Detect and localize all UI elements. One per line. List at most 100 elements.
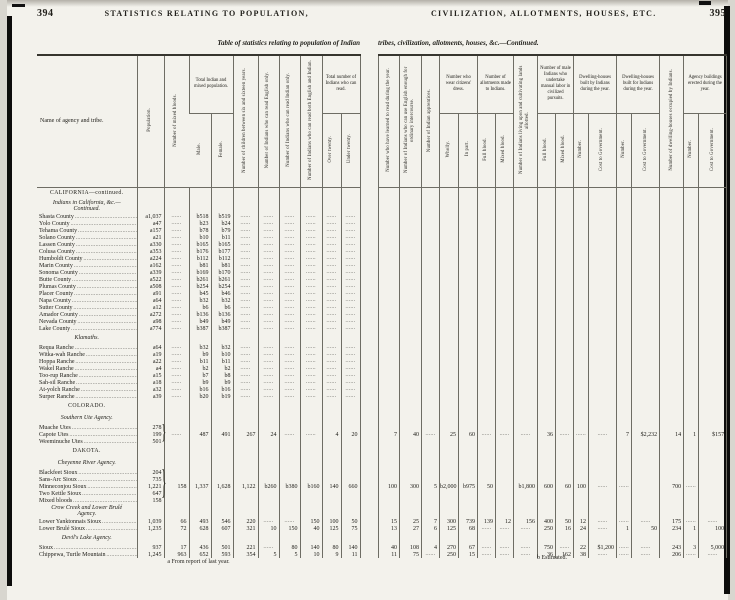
col-built-for-group: Dwelling-houses built for Indians during… xyxy=(616,55,660,114)
table-cell xyxy=(616,290,632,297)
table-cell: 140 xyxy=(299,544,322,551)
table-cell: ...... xyxy=(163,393,189,400)
table-cell xyxy=(278,504,300,518)
table-cell: ...... xyxy=(340,241,360,248)
table-cell xyxy=(683,297,699,304)
table-cell xyxy=(257,532,279,544)
table-cell xyxy=(136,532,164,544)
table-cell: 10 xyxy=(257,525,279,532)
table-cell xyxy=(378,318,400,325)
table-cell xyxy=(573,372,589,379)
table-cell xyxy=(439,497,459,504)
table-cell xyxy=(477,438,496,445)
table-cell xyxy=(588,379,617,386)
table-cell xyxy=(399,297,422,304)
table-cell: ...... xyxy=(278,297,300,304)
table-cell: 250 xyxy=(537,525,556,532)
table-cell xyxy=(136,400,164,412)
table-cell xyxy=(698,457,727,469)
table-cell xyxy=(631,469,660,476)
table-cell xyxy=(399,227,422,234)
table-cell xyxy=(495,532,514,544)
table-cell xyxy=(616,504,632,518)
table-cell: ...... xyxy=(257,304,279,311)
table-cell xyxy=(555,400,574,412)
table-row: Napa County.............................… xyxy=(37,297,360,304)
table-cell: b10 xyxy=(210,351,233,358)
table-cell xyxy=(439,532,459,544)
table-cell xyxy=(495,424,514,431)
table-cell xyxy=(257,424,279,431)
table-cell: ...... xyxy=(232,344,258,351)
table-cell xyxy=(631,344,660,351)
table-cell: ...... xyxy=(340,290,360,297)
table-cell xyxy=(588,290,617,297)
table-cell: 22 xyxy=(573,544,589,551)
table-cell: ...... xyxy=(321,344,341,351)
table-cell xyxy=(378,213,400,220)
table-cell: ...... xyxy=(299,365,322,372)
table-cell xyxy=(698,424,727,431)
table-cell xyxy=(321,497,341,504)
table-cell: 593 xyxy=(210,551,233,558)
table-cell: b10 xyxy=(188,234,211,241)
table-cell xyxy=(457,325,478,332)
table-cell xyxy=(278,424,300,431)
table-cell xyxy=(555,318,574,325)
table-cell xyxy=(683,457,699,469)
table-cell xyxy=(457,304,478,311)
table-cell xyxy=(659,269,684,276)
table-cell xyxy=(573,255,589,262)
table-cell xyxy=(683,358,699,365)
table-cell xyxy=(631,497,660,504)
table-cell: ...... xyxy=(163,234,189,241)
col-houses-occupied: Number of dwelling-houses occupied by In… xyxy=(659,55,684,188)
table-cell xyxy=(698,241,727,248)
table-cell xyxy=(457,386,478,393)
table-cell xyxy=(378,248,400,255)
table-cell xyxy=(439,365,459,372)
table-cell xyxy=(457,358,478,365)
table-cell xyxy=(321,504,341,518)
table-cell xyxy=(588,255,617,262)
table-cell xyxy=(537,372,556,379)
table-cell xyxy=(421,332,440,344)
table-cell: ...... xyxy=(321,269,341,276)
table-cell xyxy=(659,386,684,393)
table-cell: b46 xyxy=(210,290,233,297)
table-cell: ...... xyxy=(299,372,322,379)
table-cell xyxy=(573,248,589,255)
table-cell xyxy=(421,213,440,220)
table-cell: 199 xyxy=(136,431,164,438)
state-heading: COLORADO. xyxy=(68,403,106,409)
table-cell: ...... xyxy=(278,379,300,386)
table-cell: 4 xyxy=(421,544,440,551)
page-right: CIVILIZATION, ALLOTMENTS, HOUSES, ETC. 3… xyxy=(366,0,728,600)
table-cell xyxy=(573,290,589,297)
table-cell xyxy=(439,283,459,290)
table-cell xyxy=(321,424,341,431)
table-cell xyxy=(537,490,556,497)
table-cell xyxy=(321,412,341,424)
table-cell xyxy=(495,400,514,412)
table-cell xyxy=(537,400,556,412)
table-cell xyxy=(477,241,496,248)
table-cell xyxy=(513,262,538,269)
table-cell xyxy=(210,438,233,445)
table-cell xyxy=(513,344,538,351)
row-label: Lower Yanktonnais Sioux.................… xyxy=(39,518,137,525)
table-cell: ...... xyxy=(321,276,341,283)
table-cell xyxy=(378,379,400,386)
table-cell: 40 xyxy=(299,525,322,532)
table-cell xyxy=(659,400,684,412)
table-cell: 80 xyxy=(278,544,300,551)
table-cell: 7 xyxy=(378,431,400,438)
table-cell: ...... xyxy=(321,262,341,269)
col-population: Population. xyxy=(136,55,164,188)
table-cell: ...... xyxy=(513,544,538,551)
table-cell xyxy=(477,372,496,379)
table-row xyxy=(378,262,727,269)
scan-edge-left xyxy=(0,0,7,600)
table-cell xyxy=(421,358,440,365)
table-cell xyxy=(588,304,617,311)
